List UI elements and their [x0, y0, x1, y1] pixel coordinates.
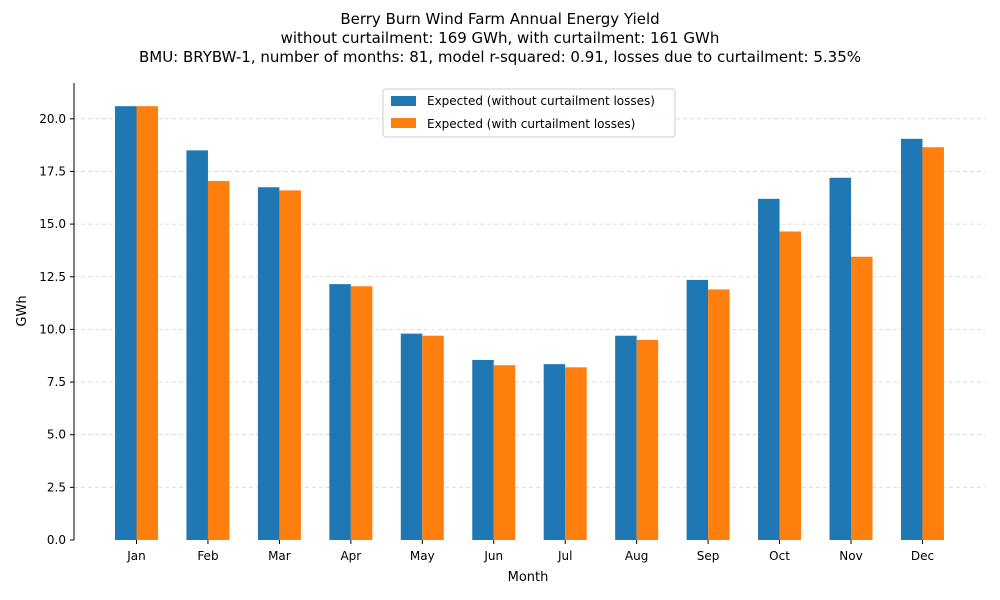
y-tick-label: 5.0 [47, 428, 66, 442]
x-axis-label: Month [508, 570, 549, 585]
y-ticks: 0.0 2.5 5.0 7.5 10.0 12.5 15.0 17.5 20.0 [39, 112, 74, 547]
bar-without-curtailment-oct [758, 198, 780, 540]
bar-without-curtailment-aug [615, 335, 637, 540]
bar-without-curtailment-mar [257, 187, 280, 541]
chart-title: Berry Burn Wind Farm Annual Energy Yield… [139, 10, 861, 66]
bar-with-curtailment-apr [350, 286, 373, 540]
x-tick-label: Jun [483, 549, 503, 563]
y-axis-label: GWh [15, 295, 30, 326]
y-tick-label: 0.0 [47, 533, 66, 547]
bars-group [115, 106, 944, 541]
y-tick-label: 7.5 [47, 375, 66, 389]
x-tick-label: Sep [697, 549, 720, 563]
bar-with-curtailment-jan [136, 106, 158, 541]
bar-with-curtailment-sep [708, 289, 730, 540]
x-tick-label: Feb [197, 549, 218, 563]
y-tick-label: 12.5 [39, 270, 66, 284]
bar-with-curtailment-aug [636, 339, 659, 540]
bar-with-curtailment-mar [279, 190, 301, 541]
legend-label-with-curtailment: Expected (with curtailment losses) [427, 117, 635, 131]
bar-without-curtailment-jul [543, 364, 566, 540]
bar-without-curtailment-apr [329, 284, 351, 540]
bar-with-curtailment-feb [207, 180, 230, 540]
x-tick-label: Oct [769, 549, 790, 563]
legend: Expected (without curtailment losses) Ex… [382, 88, 676, 138]
bar-without-curtailment-jun [472, 359, 494, 540]
bar-with-curtailment-dec [922, 147, 944, 540]
bar-without-curtailment-jan [115, 106, 137, 541]
bar-without-curtailment-nov [829, 177, 851, 540]
y-tick-label: 2.5 [47, 480, 66, 494]
x-tick-label: May [410, 549, 435, 563]
legend-swatch-with-curtailment [391, 118, 416, 128]
bar-without-curtailment-may [400, 333, 423, 540]
bar-with-curtailment-jul [565, 367, 587, 540]
y-tick-label: 10.0 [39, 322, 66, 336]
x-tick-label: Mar [268, 549, 291, 563]
bar-without-curtailment-feb [186, 150, 208, 540]
bar-with-curtailment-oct [779, 231, 802, 540]
x-tick-label: Jan [126, 549, 146, 563]
bar-with-curtailment-may [422, 335, 444, 540]
title-line-1: Berry Burn Wind Farm Annual Energy Yield [340, 10, 659, 28]
bar-with-curtailment-jun [493, 365, 516, 540]
x-tick-label: Apr [340, 549, 361, 563]
x-ticks: Jan Feb Mar Apr May Jun Jul Aug Sep Oct Nov Dec [126, 540, 934, 563]
y-tick-label: 17.5 [39, 164, 66, 178]
legend-label-without-curtailment: Expected (without curtailment losses) [427, 94, 655, 108]
x-tick-label: Nov [839, 549, 862, 563]
legend-swatch-without-curtailment [391, 96, 416, 106]
x-tick-label: Jul [557, 549, 572, 563]
legend-box [382, 88, 676, 138]
title-line-2: without curtailment: 169 GWh, with curta… [281, 29, 720, 47]
bar-with-curtailment-nov [851, 256, 873, 540]
y-tick-label: 20.0 [39, 112, 66, 126]
bar-without-curtailment-dec [900, 138, 923, 540]
bar-without-curtailment-sep [686, 279, 709, 540]
title-line-3: BMU: BRYBW-1, number of months: 81, mode… [139, 48, 861, 66]
y-tick-label: 15.0 [39, 217, 66, 231]
x-tick-label: Dec [911, 549, 934, 563]
x-tick-label: Aug [625, 549, 648, 563]
